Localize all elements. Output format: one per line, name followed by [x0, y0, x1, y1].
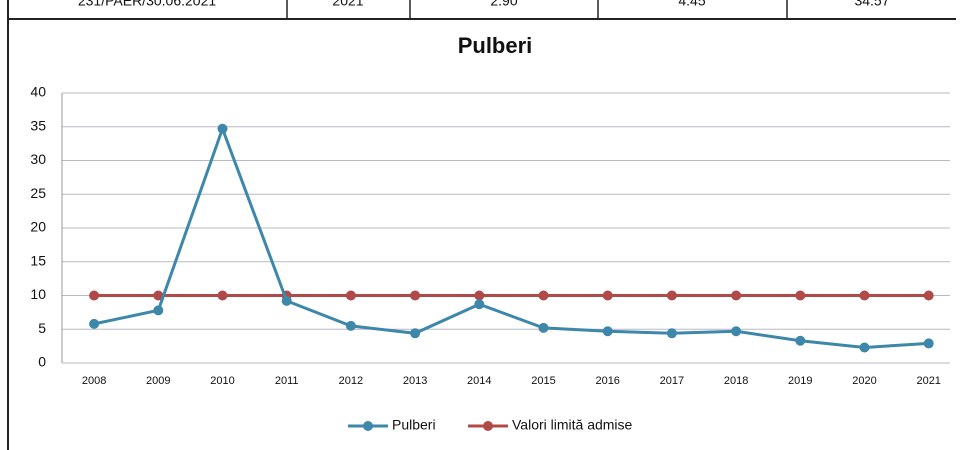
data-point [923, 290, 934, 301]
x-tick-label: 2012 [339, 375, 363, 387]
data-point [602, 290, 613, 301]
data-point [345, 290, 356, 301]
y-tick-label: 40 [30, 84, 46, 100]
table-cell: 2021 [332, 0, 363, 9]
x-tick-label: 2008 [82, 375, 106, 387]
legend-label: Valori limită admise [512, 417, 633, 433]
series-line [93, 124, 929, 349]
x-tick-label: 2015 [531, 375, 555, 387]
legend-marker [363, 421, 373, 431]
data-point [538, 290, 549, 301]
data-point [474, 299, 485, 310]
y-tick-label: 25 [30, 185, 46, 201]
data-point [217, 123, 228, 134]
table-cell: 4.45 [678, 0, 705, 9]
table-cell: 2.90 [490, 0, 517, 9]
data-point [281, 295, 292, 306]
data-point [153, 305, 164, 316]
y-tick-label: 30 [30, 151, 46, 167]
x-tick-label: 2018 [724, 375, 748, 387]
data-point [923, 338, 934, 349]
data-point [410, 290, 421, 301]
legend-marker [483, 421, 493, 431]
data-point [666, 290, 677, 301]
data-point [89, 318, 100, 329]
x-tick-label: 2013 [403, 375, 427, 387]
table-row: 231/PAER/30.06.2021 2021 2.90 4.45 34.57 [7, 0, 956, 450]
y-tick-label: 0 [38, 354, 46, 370]
x-tick-label: 2017 [660, 375, 684, 387]
y-tick-label: 10 [30, 286, 46, 302]
y-tick-label: 15 [30, 252, 46, 268]
data-point [89, 290, 100, 301]
y-tick-label: 35 [30, 117, 46, 133]
x-tick-label: 2021 [916, 375, 940, 387]
data-point [345, 320, 356, 331]
legend-label: Pulberi [392, 417, 436, 433]
data-point [731, 326, 742, 337]
data-point [859, 342, 870, 353]
x-tick-label: 2019 [788, 375, 812, 387]
data-point [217, 290, 228, 301]
data-point [153, 290, 164, 301]
data-point [795, 290, 806, 301]
data-point [795, 335, 806, 346]
data-point [666, 328, 677, 339]
y-tick-label: 5 [38, 320, 46, 336]
x-tick-label: 2011 [275, 375, 299, 387]
data-point [731, 290, 742, 301]
x-tick-label: 2010 [210, 375, 234, 387]
table-cell: 231/PAER/30.06.2021 [78, 0, 217, 9]
chart-title: Pulberi [458, 33, 533, 58]
data-point [859, 290, 870, 301]
x-tick-label: 2016 [595, 375, 619, 387]
y-tick-label: 20 [30, 219, 46, 235]
data-point [474, 290, 485, 301]
data-point [410, 328, 421, 339]
x-tick-label: 2014 [467, 375, 491, 387]
x-tick-label: 2020 [852, 375, 876, 387]
x-tick-label: 2009 [146, 375, 170, 387]
data-point [538, 322, 549, 333]
table-cell: 34.57 [854, 0, 889, 9]
data-point [602, 326, 613, 337]
